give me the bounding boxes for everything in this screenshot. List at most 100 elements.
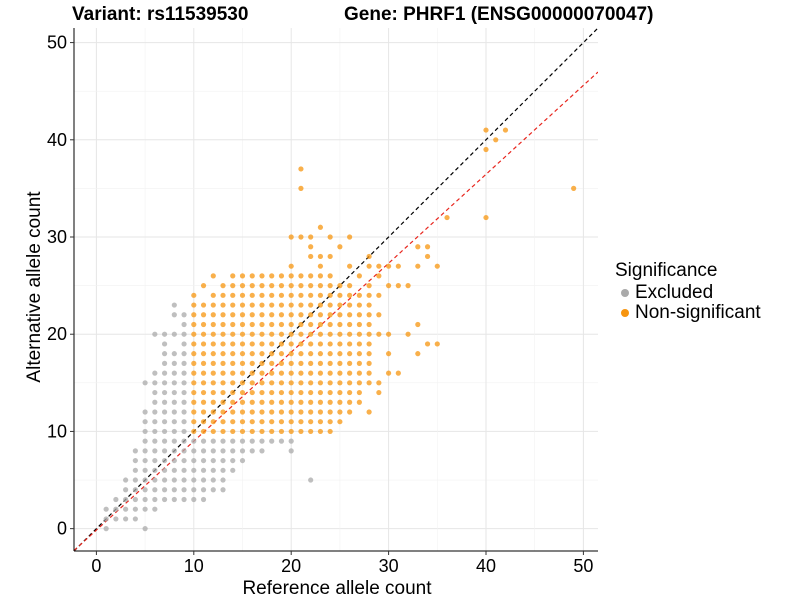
point-excluded <box>210 467 216 473</box>
point-non-significant <box>356 380 362 386</box>
point-excluded <box>278 438 285 444</box>
point-non-significant <box>249 341 255 347</box>
point-non-significant <box>347 283 353 289</box>
point-non-significant <box>278 283 285 289</box>
point-non-significant <box>376 263 382 269</box>
point-excluded <box>152 331 158 337</box>
point-non-significant <box>278 302 285 308</box>
point-excluded <box>152 496 158 503</box>
point-non-significant <box>269 360 275 366</box>
point-excluded <box>171 302 177 308</box>
point-non-significant <box>278 351 285 357</box>
point-non-significant <box>376 292 382 298</box>
point-excluded <box>152 389 158 396</box>
point-excluded <box>171 487 177 493</box>
point-excluded <box>220 438 226 444</box>
point-non-significant <box>220 351 226 357</box>
legend-label-non-significant: Non-significant <box>635 302 761 323</box>
point-non-significant <box>210 389 216 396</box>
legend: Significance Excluded Non-significant <box>615 260 761 323</box>
point-non-significant <box>376 389 382 396</box>
point-non-significant <box>347 409 353 415</box>
point-non-significant <box>483 127 489 133</box>
point-non-significant <box>298 419 304 425</box>
point-non-significant <box>249 360 255 366</box>
point-excluded <box>171 457 177 464</box>
point-non-significant <box>366 409 372 415</box>
point-non-significant <box>385 331 392 337</box>
point-non-significant <box>376 380 382 386</box>
point-non-significant <box>249 302 255 308</box>
y-tick-label: 30 <box>47 227 67 247</box>
point-excluded <box>152 457 158 464</box>
point-excluded <box>103 506 109 512</box>
point-non-significant <box>327 273 333 279</box>
legend-marker-excluded <box>621 289 629 297</box>
point-non-significant <box>366 380 372 386</box>
legend-marker-non-significant <box>621 309 629 317</box>
point-non-significant <box>220 302 226 308</box>
point-excluded <box>142 496 148 503</box>
point-non-significant <box>220 360 226 366</box>
variant-title: Variant: rs11539530 <box>72 4 249 25</box>
point-non-significant <box>239 419 246 425</box>
point-excluded <box>152 438 158 444</box>
point-non-significant <box>259 341 265 347</box>
point-excluded <box>152 399 158 405</box>
point-excluded <box>181 419 187 425</box>
point-non-significant <box>278 409 285 415</box>
point-excluded <box>181 477 187 483</box>
point-non-significant <box>298 380 304 386</box>
point-non-significant <box>327 321 333 328</box>
point-non-significant <box>249 389 255 396</box>
point-non-significant <box>366 263 372 269</box>
point-non-significant <box>337 389 343 396</box>
point-non-significant <box>356 312 362 318</box>
grid-lines <box>74 28 598 551</box>
point-non-significant <box>356 331 362 337</box>
point-non-significant <box>259 312 265 318</box>
point-non-significant <box>298 321 304 328</box>
point-non-significant <box>317 360 324 366</box>
point-non-significant <box>269 428 275 435</box>
point-non-significant <box>259 283 265 289</box>
point-non-significant <box>347 331 353 337</box>
point-non-significant <box>366 341 372 347</box>
point-non-significant <box>278 399 285 405</box>
point-non-significant <box>259 292 265 298</box>
point-excluded <box>210 477 216 483</box>
point-non-significant <box>269 273 275 279</box>
point-non-significant <box>317 302 324 308</box>
point-excluded <box>191 496 197 503</box>
point-excluded <box>181 467 187 473</box>
point-non-significant <box>210 331 216 337</box>
point-non-significant <box>327 409 333 415</box>
point-non-significant <box>220 331 226 337</box>
point-non-significant <box>288 380 294 386</box>
point-non-significant <box>317 409 324 415</box>
point-non-significant <box>249 370 255 376</box>
point-non-significant <box>317 331 324 337</box>
point-non-significant <box>259 409 265 415</box>
point-non-significant <box>230 283 236 289</box>
point-non-significant <box>376 312 382 318</box>
point-non-significant <box>200 302 207 308</box>
point-non-significant <box>298 341 304 347</box>
point-non-significant <box>308 380 314 386</box>
point-excluded <box>191 487 197 493</box>
point-non-significant <box>278 331 285 337</box>
point-non-significant <box>337 331 343 337</box>
point-excluded <box>239 438 246 444</box>
point-non-significant <box>249 312 255 318</box>
point-non-significant <box>210 360 216 366</box>
point-non-significant <box>200 389 207 396</box>
point-excluded <box>152 448 158 454</box>
point-non-significant <box>200 360 207 366</box>
point-non-significant <box>259 370 265 376</box>
point-non-significant <box>395 283 401 289</box>
point-non-significant <box>327 419 333 425</box>
point-excluded <box>152 487 158 493</box>
point-non-significant <box>366 360 372 366</box>
point-excluded <box>142 526 148 532</box>
